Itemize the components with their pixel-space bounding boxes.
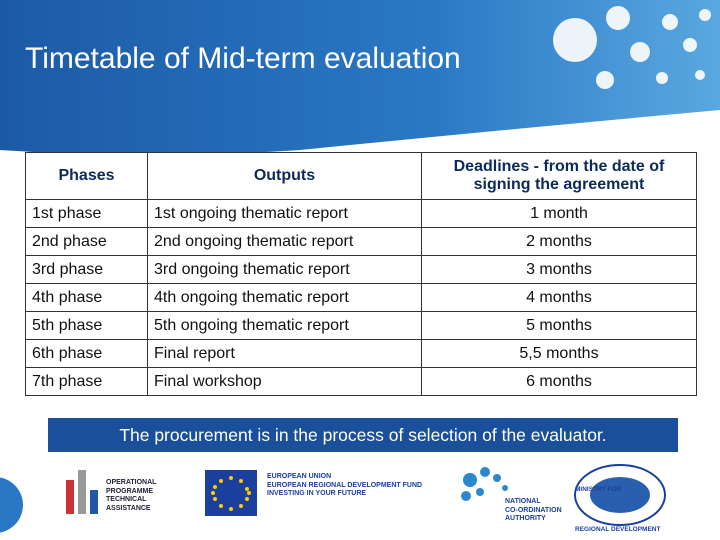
note: The procurement is in the process of sel… [48,418,678,452]
column-header: Phases [24,152,149,200]
nca-dots [461,467,508,501]
logo-line: REGIONAL DEVELOPMENT [575,526,661,533]
table-cell: 6th phase [24,339,149,368]
table-row: 4th phase 4th ongoing thematic report 4 mo… [24,283,698,312]
table-cell: 5th ongoing thematic report [147,311,422,340]
logo-line: PROGRAMME [106,487,154,495]
table-cell: 4 months [420,283,698,312]
table-cell: 3rd phase [24,255,149,284]
column-header: Outputs [147,152,422,200]
table-cell: 6 months [420,367,698,396]
logo-line: EUROPEAN UNION [267,473,332,480]
logo-line: CO-ORDINATION [505,506,562,514]
table-cell: 4th ongoing thematic report [147,283,422,312]
table-cell: 1st ongoing thematic report [147,199,422,228]
logo-bar [90,490,98,514]
eu-stars [211,476,251,511]
timetable: Phases Outputs Deadlines - from the date o… [24,152,698,396]
table-row: 2nd phase 2nd ongoing thematic report 2 mo… [24,227,698,256]
table-cell: 5th phase [24,311,149,340]
logo-line: NATIONAL [505,498,541,505]
table-cell: Final report [147,339,422,368]
table-cell: 1 month [420,199,698,228]
dots [553,6,711,89]
header-row: Phases Outputs Deadlines - from the date o… [24,152,698,200]
table-cell: 2nd ongoing thematic report [147,227,422,256]
table-row: 6th phase Final report 5,5 months [24,339,698,368]
logo-line: MINISTRY FOR [575,486,622,493]
logo-line: AUTHORITY [505,515,546,522]
logo-line: ASSISTANCE [106,504,151,512]
logo-bar [66,480,74,514]
table-cell: 2 months [420,227,698,256]
corner-circle [0,477,23,533]
table-cell: 2nd phase [24,227,149,256]
slide-title: Timetable of Mid-term evaluation [25,42,461,75]
logo-text: NATIONAL CO-ORDINATION AUTHORITY [505,498,562,524]
logo-line: EUROPEAN REGIONAL DEVELOPMENT FUND [267,481,423,489]
ministry-globe [590,477,650,513]
logo-text: MINISTRY FOR REGIONAL DEVELOPMENT [575,470,660,540]
table-row: 7th phase Final workshop 6 months [24,367,698,396]
table-cell: 4th phase [24,283,149,312]
table-cell: 3 months [420,255,698,284]
table-cell: 7th phase [24,367,149,396]
column-header: Deadlines - from the date of signing the… [420,152,698,200]
header-band [0,0,720,155]
logo-line: TECHNICAL [106,496,147,503]
table-row: 1st phase 1st ongoing thematic report 1 mo… [24,199,698,228]
logo-bar [78,470,86,514]
logo-text: OPERATIONAL PROGRAMME TECHNICAL ASSISTANCE [106,479,156,513]
table-cell: 3rd ongoing thematic report [147,255,422,284]
table-cell: Final workshop [147,367,422,396]
table-cell: 5 months [420,311,698,340]
table-row: 5th phase 5th ongoing thematic report 5 mo… [24,311,698,340]
logo-line: INVESTING IN YOUR FUTURE [267,490,367,497]
table-row: 3rd phase 3rd ongoing thematic report 3 mo… [24,255,698,284]
table-cell: 1st phase [24,199,149,228]
table-cell: 5,5 months [420,339,698,368]
logo-line: OPERATIONAL [106,479,157,486]
logo-text: EUROPEAN UNION EUROPEAN REGIONAL DEVELOPM… [267,473,422,499]
